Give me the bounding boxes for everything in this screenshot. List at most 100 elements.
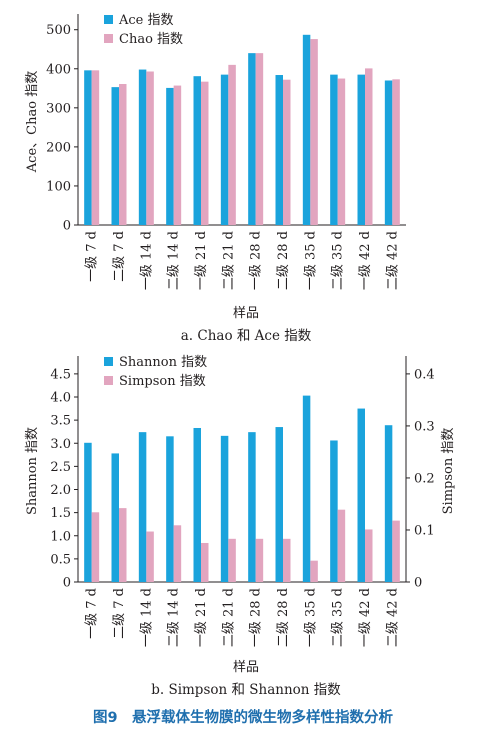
x-tick-label: 一级 42 d	[358, 588, 373, 647]
subfigure-caption: b. Simpson 和 Shannon 指数	[151, 682, 341, 698]
bar-chao	[255, 53, 264, 226]
bar-shannon	[330, 440, 338, 582]
x-tick-label: 二级 14 d	[167, 231, 182, 290]
bar-chao	[119, 84, 127, 225]
y-right-tick-label: 0	[414, 576, 422, 591]
bar-chao	[310, 39, 318, 226]
x-tick-label: 二级 28 d	[276, 231, 291, 290]
bar-simpson	[255, 538, 264, 582]
x-tick-label: 二级 7 d	[112, 588, 127, 639]
x-tick-label: 一级 21 d	[194, 588, 209, 647]
y-tick-label: 1.5	[50, 506, 71, 521]
x-tick-label: 二级 14 d	[167, 588, 182, 647]
bar-simpson	[91, 512, 100, 582]
x-tick-label: 二级 7 d	[112, 231, 127, 282]
legend-swatch	[104, 357, 113, 366]
bar-shannon	[220, 435, 229, 582]
x-tick-label: 一级 28 d	[249, 231, 264, 290]
y-tick-label: 1.0	[50, 529, 71, 544]
y-tick-label: 0	[63, 219, 71, 234]
x-tick-label: 二级 35 d	[331, 231, 346, 290]
bar-ace	[330, 74, 338, 225]
y-tick-label: 4.0	[50, 391, 71, 406]
x-tick-label: 二级 28 d	[276, 588, 291, 647]
bar-ace	[193, 76, 201, 225]
bar-simpson	[310, 560, 318, 582]
y-tick-label: 400	[46, 62, 71, 77]
bar-chao	[201, 81, 209, 225]
bar-shannon	[357, 408, 365, 582]
bar-ace	[302, 34, 311, 225]
x-tick-label: 一级 35 d	[303, 231, 318, 290]
bar-ace	[138, 69, 147, 225]
bar-ace	[357, 74, 365, 225]
figure-title: 图9 悬浮载体生物膜的微生物多样性指数分析	[93, 708, 394, 726]
legend-label: Shannon 指数	[119, 355, 207, 370]
x-tick-label: 一级 35 d	[303, 588, 318, 647]
x-tick-label: 一级 14 d	[139, 231, 154, 290]
x-tick-label: 二级 21 d	[221, 588, 236, 647]
bar-simpson	[173, 525, 182, 582]
y-tick-label: 3.0	[50, 437, 71, 452]
bar-shannon	[138, 432, 147, 582]
y-tick-label: 0.5	[50, 552, 71, 567]
bar-ace	[84, 70, 92, 225]
y-tick-label: 0	[63, 576, 71, 591]
bar-shannon	[84, 442, 92, 582]
bar-shannon	[193, 427, 201, 582]
legend-label: Chao 指数	[119, 32, 183, 47]
bar-chao	[146, 71, 154, 226]
bar-simpson	[119, 508, 127, 582]
x-tick-label: 一级 7 d	[85, 231, 100, 282]
bar-ace	[166, 87, 174, 226]
x-tick-label: 一级 21 d	[194, 231, 209, 290]
y-right-tick-label: 0.3	[414, 419, 435, 434]
bar-ace	[248, 53, 256, 226]
x-tick-label: 二级 42 d	[385, 588, 400, 647]
bar-shannon	[166, 436, 174, 582]
y-tick-label: 2.5	[50, 460, 71, 475]
bar-chao	[337, 78, 346, 225]
bar-shannon	[248, 432, 256, 582]
y-axis-right-label: Simpson 指数	[441, 428, 456, 515]
x-tick-label: 一级 14 d	[139, 588, 154, 647]
bar-shannon	[302, 395, 311, 582]
bar-simpson	[283, 538, 291, 582]
y-axis-label: Shannon 指数	[25, 427, 40, 515]
x-tick-label: 二级 35 d	[331, 588, 346, 647]
bar-simpson	[228, 538, 236, 582]
bar-chao	[173, 85, 182, 225]
y-right-tick-label: 0.2	[414, 471, 435, 486]
bar-chao	[91, 70, 100, 225]
y-tick-label: 100	[46, 179, 71, 194]
bar-simpson	[146, 531, 154, 582]
legend-swatch	[104, 15, 113, 24]
bar-shannon	[384, 425, 393, 582]
bar-simpson	[337, 509, 346, 582]
bar-simpson	[392, 520, 400, 582]
chart-b: 0 0.5 1.0 1.5 2.0 2.5 3.0 3.5 4.0 4.5 0 0.1 0.2 0.3 0.…	[25, 355, 456, 698]
bar-simpson	[365, 529, 373, 582]
legend-swatch	[104, 376, 113, 385]
bar-shannon	[275, 427, 283, 582]
bar-shannon	[111, 453, 119, 582]
x-tick-label: 一级 7 d	[85, 588, 100, 639]
legend-label: Simpson 指数	[119, 374, 206, 389]
x-tick-label: 一级 42 d	[358, 231, 373, 290]
y-tick-label: 4.5	[50, 367, 71, 382]
x-tick-label: 二级 21 d	[221, 231, 236, 290]
x-tick-label: 二级 42 d	[385, 231, 400, 290]
x-tick-label: 一级 28 d	[249, 588, 264, 647]
bar-ace	[384, 80, 393, 225]
legend-swatch	[104, 34, 113, 43]
y-right-tick-label: 0.4	[414, 367, 435, 382]
bar-ace	[220, 74, 229, 225]
y-tick-label: 300	[46, 101, 71, 116]
bar-chao	[228, 64, 236, 226]
legend-label: Ace 指数	[118, 13, 174, 28]
y-tick-label: 500	[46, 23, 71, 38]
x-axis-label: 样品	[233, 306, 259, 321]
bar-ace	[111, 87, 119, 225]
y-tick-label: 2.0	[50, 483, 71, 498]
